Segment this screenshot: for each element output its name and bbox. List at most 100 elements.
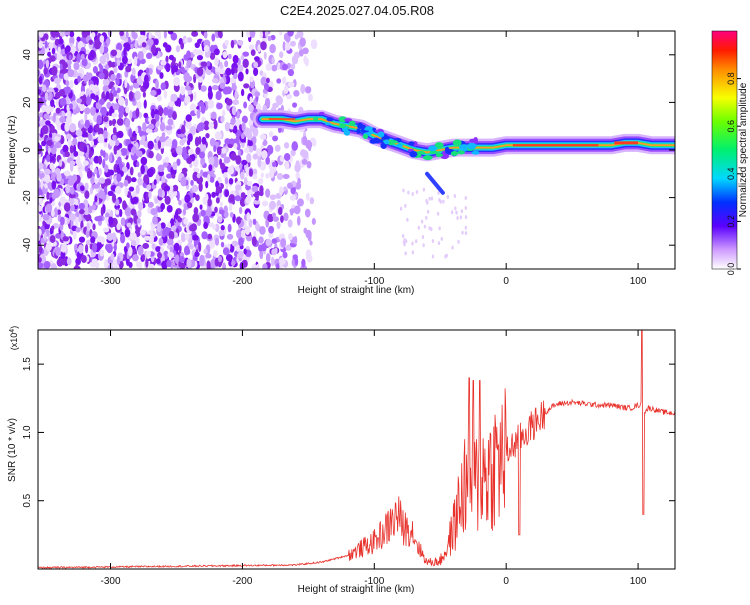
noise-speck xyxy=(69,196,75,206)
noise-speck xyxy=(199,204,203,210)
noise-speck xyxy=(209,44,216,54)
noise-speck xyxy=(248,145,254,153)
noise-speck xyxy=(38,216,43,222)
spectrogram-x-axis-label: Height of straight line (km) xyxy=(298,285,415,296)
noise-speck xyxy=(173,76,180,87)
noise-speck xyxy=(192,49,199,55)
noise-speck xyxy=(124,228,131,238)
noise-speck xyxy=(65,133,72,140)
noise-speck xyxy=(203,120,210,131)
noise-speck xyxy=(115,264,120,269)
noise-speck xyxy=(234,90,239,100)
noise-speck xyxy=(192,213,200,223)
noise-speck xyxy=(88,205,93,214)
noise-speck xyxy=(173,189,178,197)
noise-speck xyxy=(169,218,175,228)
noise-speck xyxy=(181,232,185,242)
snr-x-tick-label: -100 xyxy=(364,576,384,587)
noise-speck xyxy=(98,63,102,69)
noise-speck xyxy=(97,215,103,222)
noise-speck xyxy=(444,254,448,259)
noise-speck xyxy=(268,225,275,234)
noise-speck xyxy=(139,229,146,236)
noise-speck xyxy=(91,242,98,253)
noise-speck xyxy=(461,230,464,235)
noise-speck xyxy=(199,124,205,132)
noise-speck xyxy=(76,160,82,168)
noise-speck xyxy=(282,251,288,259)
noise-speck xyxy=(126,58,133,64)
noise-speck xyxy=(61,243,67,253)
noise-speck xyxy=(86,170,93,179)
noise-speck xyxy=(237,149,241,157)
noise-speck xyxy=(237,39,244,46)
noise-speck xyxy=(287,81,295,88)
noise-speck xyxy=(116,164,121,174)
noise-speck xyxy=(162,42,168,48)
noise-speck xyxy=(282,77,286,85)
noise-speck xyxy=(240,171,245,180)
noise-speck xyxy=(203,31,208,39)
noise-speck xyxy=(148,190,152,199)
noise-speck xyxy=(425,198,428,203)
noise-speck xyxy=(75,106,81,114)
noise-speck xyxy=(157,88,162,95)
noise-speck xyxy=(117,96,125,106)
spectrogram-y-ticks: -40 -20 0 20 40 xyxy=(22,49,675,252)
noise-speck xyxy=(51,47,56,55)
noise-speck xyxy=(211,33,216,42)
ridge-blob xyxy=(416,150,426,155)
noise-speck xyxy=(38,31,44,38)
noise-speck xyxy=(119,233,126,244)
noise-speck xyxy=(265,156,271,165)
noise-speck xyxy=(182,208,187,216)
noise-speck xyxy=(116,72,121,79)
noise-speck xyxy=(137,172,142,178)
noise-speck xyxy=(271,238,278,244)
noise-speck xyxy=(143,235,151,241)
noise-speck xyxy=(55,115,59,123)
noise-speck xyxy=(208,85,212,94)
noise-speck xyxy=(208,121,215,130)
ridge-blob xyxy=(467,142,476,150)
noise-speck xyxy=(64,46,68,55)
noise-speck xyxy=(265,238,272,246)
noise-speck xyxy=(100,106,107,117)
noise-speck xyxy=(197,101,205,107)
noise-speck xyxy=(162,228,166,238)
noise-speck xyxy=(235,216,242,225)
noise-speck xyxy=(121,55,128,65)
noise-speck xyxy=(232,54,239,64)
noise-speck xyxy=(255,193,259,201)
noise-speck xyxy=(241,159,248,166)
noise-speck xyxy=(174,210,179,220)
noise-speck xyxy=(223,156,231,164)
noise-speck xyxy=(291,55,299,65)
noise-speck xyxy=(44,183,48,189)
noise-speck xyxy=(38,162,44,170)
noise-speck xyxy=(189,126,197,136)
noise-speck xyxy=(176,129,183,135)
noise-speck xyxy=(81,31,89,38)
noise-speck xyxy=(175,45,181,53)
noise-speck xyxy=(115,78,120,86)
noise-speck xyxy=(293,205,301,215)
noise-speck xyxy=(411,192,414,197)
noise-speck xyxy=(167,31,174,35)
noise-speck xyxy=(103,142,108,148)
noise-speck xyxy=(84,112,88,123)
noise-speck xyxy=(276,172,284,181)
noise-speck xyxy=(64,86,72,95)
noise-speck xyxy=(102,227,110,233)
noise-speck xyxy=(228,177,234,185)
noise-speck xyxy=(142,242,150,250)
noise-speck xyxy=(240,88,245,97)
noise-speck xyxy=(171,173,176,179)
noise-speck xyxy=(113,242,117,252)
noise-speck xyxy=(164,195,171,205)
noise-speck xyxy=(130,177,137,183)
noise-speck xyxy=(136,100,142,110)
noise-speck xyxy=(160,246,165,254)
noise-speck xyxy=(51,209,55,218)
